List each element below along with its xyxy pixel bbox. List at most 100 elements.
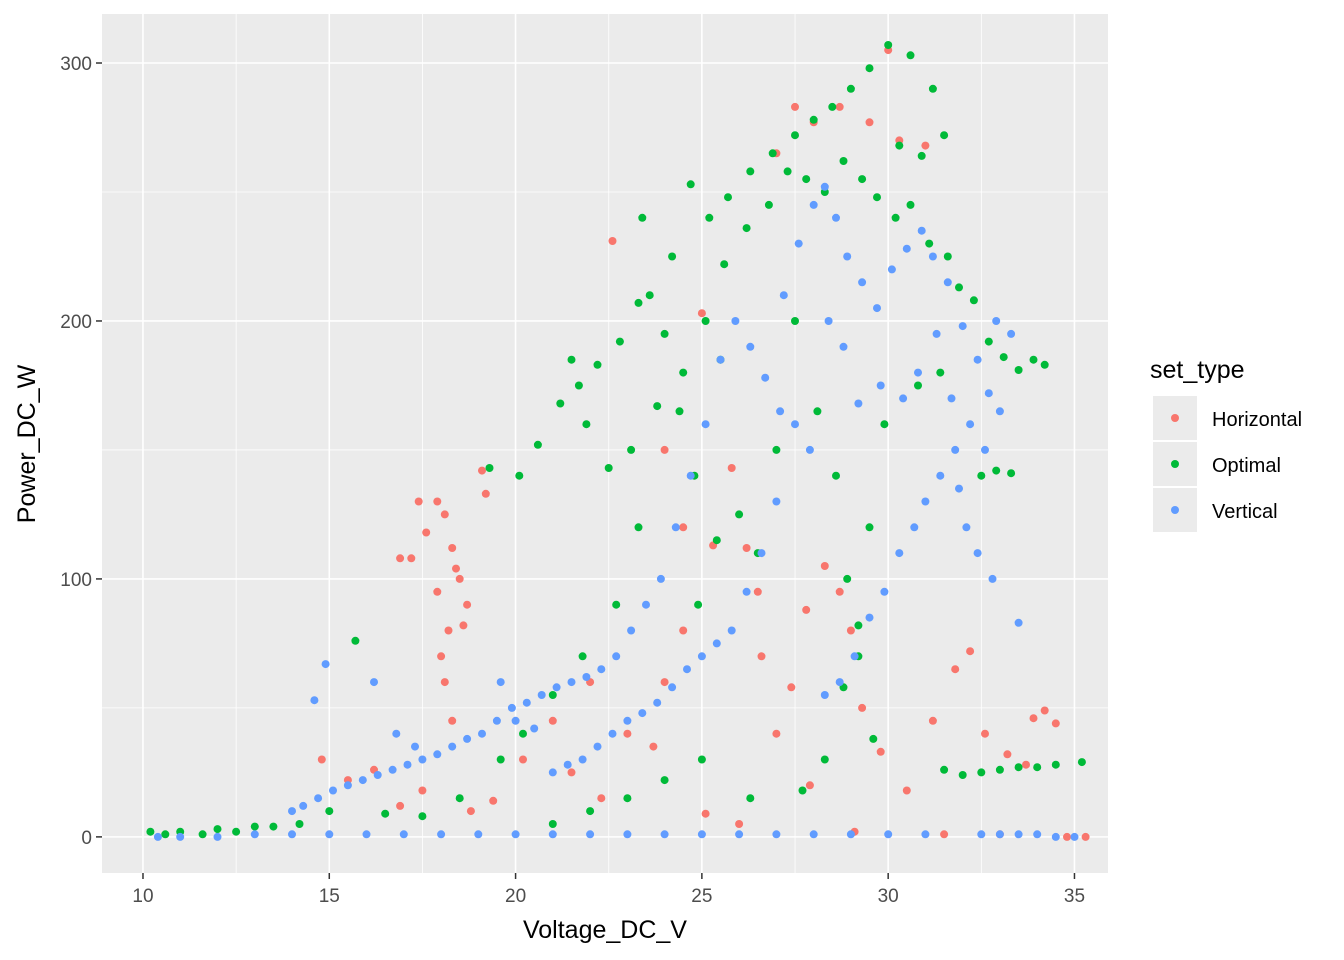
data-point [1051, 760, 1060, 769]
data-point [329, 786, 337, 795]
data-point [519, 729, 527, 738]
data-point [1029, 355, 1038, 364]
series-optimal [146, 41, 1086, 839]
data-point [873, 193, 881, 202]
data-point [325, 830, 334, 839]
data-point [411, 742, 419, 751]
data-point [958, 771, 967, 779]
x-tick-label: 25 [691, 886, 712, 907]
data-point [321, 660, 330, 669]
data-point [925, 239, 934, 248]
data-point [388, 765, 397, 774]
data-point [310, 696, 319, 705]
data-point [850, 652, 859, 661]
data-point [537, 691, 546, 699]
data-point [459, 621, 468, 630]
data-point [977, 768, 986, 777]
data-point [746, 794, 755, 803]
data-point [865, 613, 874, 622]
data-point [995, 407, 1004, 416]
data-point [533, 440, 542, 449]
data-point [153, 832, 162, 841]
data-point [727, 464, 736, 472]
data-point [742, 544, 751, 552]
data-point [403, 760, 412, 769]
legend-entry: Horizontal [1153, 396, 1302, 440]
x-tick-label: 10 [132, 886, 153, 907]
data-point [943, 278, 952, 287]
data-point [772, 497, 781, 506]
data-point [880, 587, 889, 596]
data-point [955, 484, 963, 493]
data-point [608, 237, 617, 245]
data-point [694, 600, 703, 609]
data-point [735, 830, 744, 839]
grid-lines [102, 14, 1108, 873]
data-point [511, 830, 520, 839]
data-point [697, 830, 706, 839]
data-point [981, 729, 989, 738]
data-point [701, 420, 710, 429]
data-point [645, 291, 654, 300]
data-point [511, 716, 520, 725]
data-point [448, 716, 457, 725]
data-point [746, 342, 755, 351]
data-point [973, 355, 982, 364]
data-point [1022, 760, 1030, 769]
legend-key-point [1171, 460, 1179, 468]
data-point [679, 368, 688, 377]
data-point [798, 786, 807, 795]
data-point [250, 822, 259, 831]
data-point [779, 291, 788, 300]
data-point [995, 830, 1004, 839]
data-point [653, 402, 662, 411]
data-point [176, 832, 185, 841]
data-point [731, 317, 740, 325]
data-point [1003, 750, 1012, 759]
data-point [928, 252, 937, 261]
data-point [422, 528, 431, 537]
data-point [712, 536, 721, 545]
data-point [373, 771, 382, 779]
data-point [876, 381, 885, 390]
data-point [820, 182, 829, 191]
data-point [232, 827, 241, 836]
data-point [936, 471, 945, 480]
data-point [418, 786, 427, 795]
data-point [940, 830, 949, 839]
data-point [832, 213, 840, 222]
y-tick-label: 300 [60, 54, 92, 75]
data-point [213, 832, 222, 841]
data-point [418, 755, 427, 764]
data-point [791, 420, 799, 429]
data-point [828, 102, 837, 111]
y-axis-title: Power_DC_W [13, 364, 41, 523]
data-point [269, 822, 278, 831]
data-point [578, 652, 587, 661]
data-point [992, 466, 1001, 475]
data-point [742, 587, 751, 596]
data-point [776, 407, 785, 416]
data-point [995, 765, 1004, 774]
data-point [358, 776, 367, 785]
data-point [873, 304, 881, 313]
data-point [507, 703, 516, 712]
data-point [697, 309, 706, 318]
data-point [914, 381, 922, 390]
data-point [1040, 706, 1049, 715]
data-point [805, 781, 814, 790]
data-point [485, 464, 494, 472]
data-point [1014, 830, 1023, 839]
data-point [623, 794, 632, 803]
data-point [783, 167, 792, 176]
data-point [463, 600, 472, 609]
data-point [895, 141, 904, 150]
data-point [820, 562, 829, 570]
data-point [846, 626, 855, 635]
data-point [1070, 832, 1079, 841]
data-point [522, 698, 531, 707]
data-point [906, 51, 915, 60]
data-point [686, 180, 695, 189]
data-point [802, 605, 811, 614]
data-point [660, 445, 669, 454]
